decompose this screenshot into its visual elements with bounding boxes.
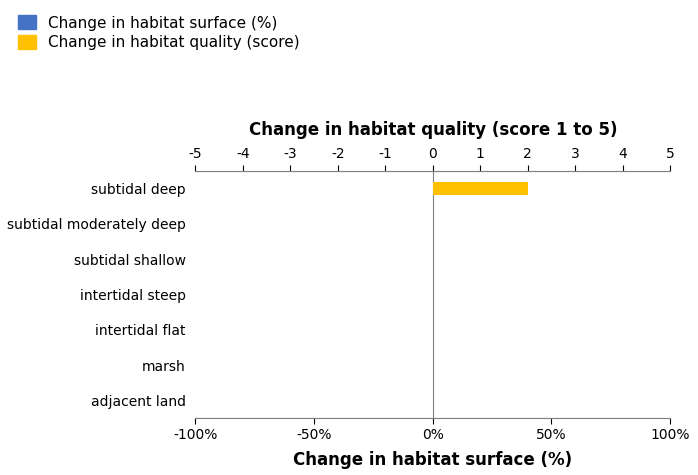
X-axis label: Change in habitat surface (%): Change in habitat surface (%) — [293, 451, 572, 469]
X-axis label: Change in habitat quality (score 1 to 5): Change in habitat quality (score 1 to 5) — [248, 122, 617, 140]
Legend: Change in habitat surface (%), Change in habitat quality (score): Change in habitat surface (%), Change in… — [15, 12, 303, 53]
Bar — [433, 182, 528, 195]
